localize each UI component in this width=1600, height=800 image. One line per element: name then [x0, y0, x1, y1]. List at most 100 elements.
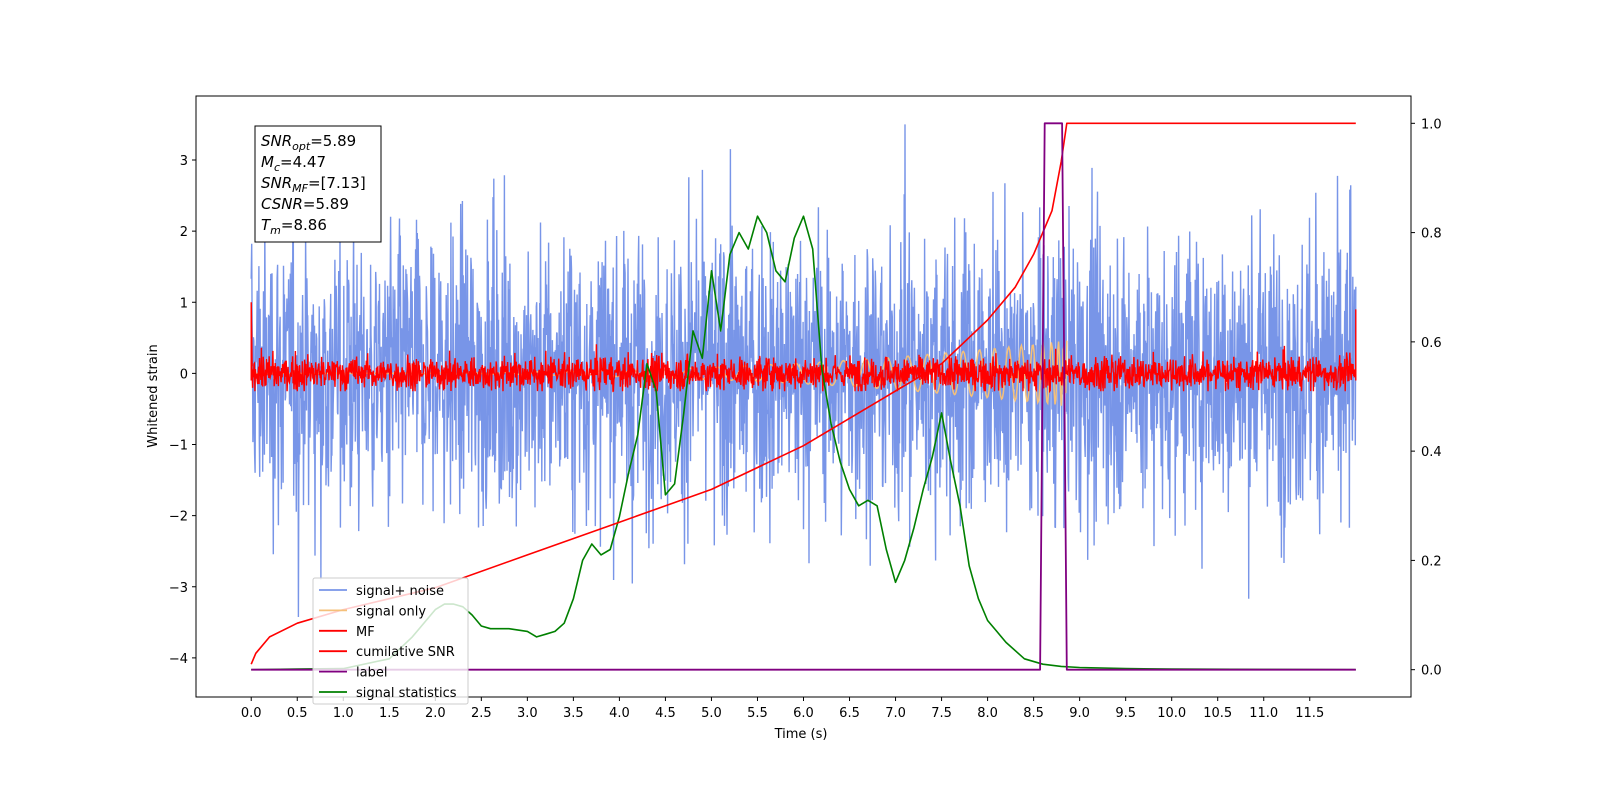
x-tick-label: 9.5 [1115, 706, 1136, 721]
stats-line: Tm=8.86 [261, 216, 327, 237]
stats-subscript: c [274, 161, 280, 174]
legend-entry: label [319, 666, 387, 681]
y-axis-label: Whitened strain [146, 344, 161, 447]
x-tick-label: 11.5 [1295, 706, 1324, 721]
legend-label: cumilative SNR [356, 645, 455, 660]
stats-symbol: CSNR [261, 195, 303, 213]
x-tick: 0.5 [287, 697, 308, 721]
series-line-signal-statistics [251, 215, 1356, 671]
y-axis-right-ticks: 1.0 0.8 0.6 0.4 0.2 0.0 [1411, 117, 1442, 679]
stats-annotation: SNRopt=5.89Mc=4.47SNRMF=[7.13]CSNR=5.89T… [254, 125, 382, 243]
legend-entry: MF [319, 625, 375, 640]
legend-box [312, 577, 469, 705]
x-tick-label: 4.0 [609, 706, 630, 721]
x-tick-label: 1.5 [379, 706, 400, 721]
x-tick-label: 3.0 [517, 706, 538, 721]
legend: signal+ noise signal only MF cumilative SNR… [312, 577, 469, 705]
stats-line: Mc=4.47 [261, 153, 326, 174]
x-tick: 6.0 [793, 697, 814, 721]
x-tick-label: 9.0 [1069, 706, 1090, 721]
series-line-cumilative-snr [250, 122, 1356, 665]
y-tick-label: 0 [180, 367, 188, 382]
x-tick-label: 8.0 [977, 706, 998, 721]
y2-tick: 0.6 [1411, 336, 1442, 351]
x-tick: 8.0 [977, 697, 998, 721]
y-tick: 3 [180, 154, 196, 169]
series-layer [250, 122, 1357, 671]
x-tick: 9.0 [1069, 697, 1090, 721]
y-tick-label: −4 [169, 652, 188, 667]
x-tick: 11.0 [1249, 697, 1278, 721]
series-line-mf [250, 344, 1357, 394]
y-tick: 2 [180, 225, 196, 240]
y-tick-label: 1 [180, 296, 188, 311]
x-tick-label: 0.5 [287, 706, 308, 721]
x-tick-label: 5.5 [747, 706, 768, 721]
x-tick-label: 10.0 [1157, 706, 1186, 721]
x-tick-label: 5.0 [701, 706, 722, 721]
legend-label: signal only [356, 604, 426, 619]
x-tick: 7.5 [931, 697, 952, 721]
y-tick: −3 [169, 581, 196, 596]
y2-tick-label: 0.4 [1421, 445, 1442, 460]
y2-tick: 1.0 [1411, 117, 1442, 132]
x-tick-label: 7.5 [931, 706, 952, 721]
x-tick-label: 1.0 [333, 706, 354, 721]
x-tick-label: 3.5 [563, 706, 584, 721]
y2-tick: 0.2 [1411, 554, 1442, 569]
y-tick-label: −1 [169, 439, 188, 454]
series-line-label [251, 122, 1356, 671]
y-tick: −4 [169, 652, 196, 667]
stats-value: =5.89 [310, 132, 356, 150]
legend-entry: signal only [319, 604, 426, 619]
stats-value: =8.86 [281, 216, 327, 234]
legend-label: signal+ noise [356, 584, 444, 599]
stats-subscript: m [270, 224, 281, 237]
stats-line: SNRMF=[7.13] [261, 174, 366, 195]
y2-tick: 0.4 [1411, 445, 1442, 460]
x-tick: 10.5 [1203, 697, 1232, 721]
x-tick-label: 2.5 [471, 706, 492, 721]
stats-box [254, 125, 382, 243]
x-tick-label: 6.0 [793, 706, 814, 721]
y-tick-label: 3 [180, 154, 188, 169]
x-tick: 4.5 [655, 697, 676, 721]
x-tick: 8.5 [1023, 697, 1044, 721]
stats-symbol: SNR [261, 174, 292, 192]
x-tick: 2.5 [471, 697, 492, 721]
x-tick: 3.0 [517, 697, 538, 721]
series-line-signal-noise [250, 124, 1357, 618]
stats-subscript: opt [292, 140, 311, 153]
x-tick: 7.0 [885, 697, 906, 721]
stats-line: SNRopt=5.89 [261, 132, 356, 153]
y-tick: 1 [180, 296, 196, 311]
x-axis-label: Time (s) [774, 727, 828, 742]
stats-value: =5.89 [303, 195, 349, 213]
legend-entry: signal statistics [319, 686, 457, 701]
legend-entry: cumilative SNR [319, 645, 455, 660]
x-tick-label: 11.0 [1249, 706, 1278, 721]
x-tick: 11.5 [1295, 697, 1324, 721]
x-axis-ticks: 0.0 0.5 1.0 1.5 2.0 2.5 3.0 3.5 4.0 4.5 5.0 5.5 6.0 6… [241, 697, 1324, 721]
stats-value: =4.47 [280, 153, 326, 171]
stats-line: CSNR=5.89 [261, 195, 349, 213]
y2-tick: 0.0 [1411, 664, 1442, 679]
x-tick: 9.5 [1115, 697, 1136, 721]
y-tick-label: −2 [169, 510, 188, 525]
legend-label: MF [356, 625, 375, 640]
y2-tick-label: 0.0 [1421, 664, 1442, 679]
stats-symbol: T [261, 216, 272, 234]
y-tick-label: 2 [180, 225, 188, 240]
y2-tick-label: 0.6 [1421, 336, 1442, 351]
x-tick: 5.0 [701, 697, 722, 721]
y2-tick-label: 1.0 [1421, 117, 1442, 132]
stats-subscript: MF [292, 182, 308, 195]
y-axis-left-ticks: 3 2 1 0 −1 −2 −3 −4 [169, 154, 196, 667]
stats-value: =[7.13] [308, 174, 366, 192]
y-tick: 0 [180, 367, 196, 382]
stats-symbol: SNR [261, 132, 292, 150]
legend-label: label [356, 666, 387, 681]
x-tick: 3.5 [563, 697, 584, 721]
y-tick: −2 [169, 510, 196, 525]
